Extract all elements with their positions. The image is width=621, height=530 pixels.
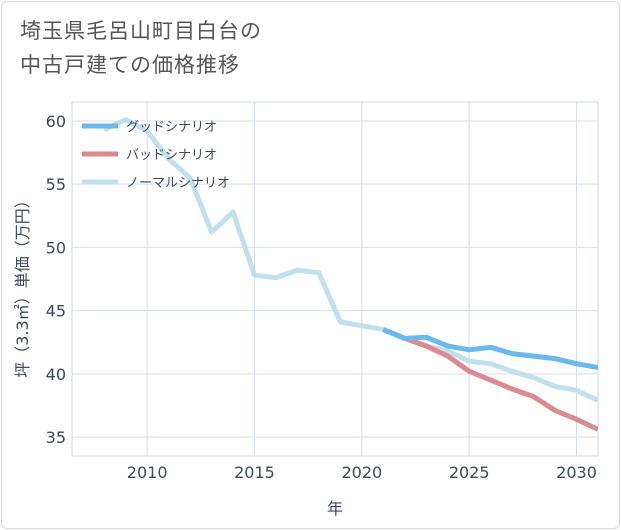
y-tick-label: 50 xyxy=(46,238,66,257)
x-tick-label: 2015 xyxy=(234,463,275,482)
legend-label-0: グッドシナリオ xyxy=(126,120,217,135)
series-lines xyxy=(103,117,598,432)
grid xyxy=(71,101,599,457)
series-line-1 xyxy=(382,327,598,432)
chart-title-line1: 埼玉県毛呂山町目白台の xyxy=(20,19,262,43)
x-tick-label: 2025 xyxy=(449,463,490,482)
x-tick-label: 2020 xyxy=(341,463,382,482)
y-tick-label: 60 xyxy=(46,112,66,131)
plot-frame xyxy=(71,101,599,457)
y-tick-label: 35 xyxy=(46,428,66,447)
legend-label-1: バッドシナリオ xyxy=(126,148,217,163)
series-line-0 xyxy=(382,327,598,370)
chart-title: 埼玉県毛呂山町目白台の 中古戸建ての価格推移 xyxy=(20,14,580,82)
y-tick-label: 45 xyxy=(46,302,66,321)
series-line-2 xyxy=(103,117,598,403)
x-tick-label: 2010 xyxy=(127,463,168,482)
tick-labels: 2010 2015 2020 2025 2030 35 40 45 50 55 60 xyxy=(46,112,597,482)
x-tick-label: 2030 xyxy=(556,463,597,482)
y-tick-label: 40 xyxy=(46,365,66,384)
y-tick-label: 55 xyxy=(46,175,66,194)
legend-label-2: ノーマルシナリオ xyxy=(126,176,230,191)
x-axis-title: 年 xyxy=(327,499,343,518)
chart-title-line2: 中古戸建ての価格推移 xyxy=(20,53,240,77)
y-axis-title: 坪（3.3㎡）単価（万円） xyxy=(13,192,32,377)
